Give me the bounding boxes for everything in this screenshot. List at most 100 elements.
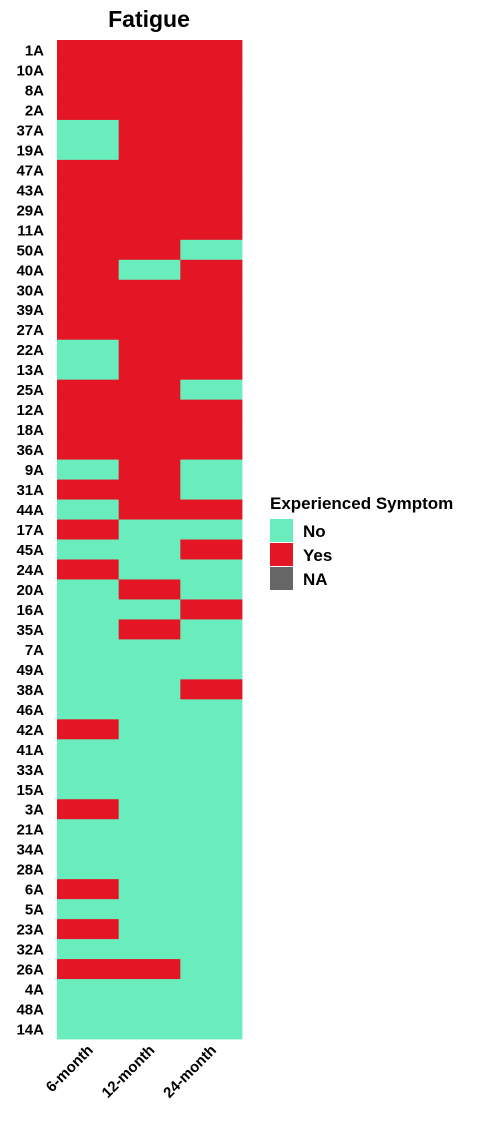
row-label: 27A bbox=[16, 322, 44, 339]
heatmap-cell bbox=[118, 339, 181, 361]
row-label: 13A bbox=[16, 362, 44, 379]
heatmap-cell bbox=[57, 279, 120, 301]
heatmap-cell bbox=[57, 879, 120, 900]
row-label: 48A bbox=[16, 1002, 44, 1019]
heatmap-cell bbox=[57, 639, 120, 660]
heatmap-cell bbox=[180, 439, 243, 460]
legend-label-no: No bbox=[303, 522, 326, 541]
heatmap-cell bbox=[57, 119, 120, 141]
row-label: 6A bbox=[25, 882, 44, 899]
heatmap-cell bbox=[118, 199, 181, 221]
row-label: 22A bbox=[16, 342, 44, 359]
heatmap-cell bbox=[118, 159, 181, 181]
heatmap-cell bbox=[118, 419, 181, 440]
heatmap-cell bbox=[57, 399, 120, 421]
heatmap-cell bbox=[118, 579, 181, 600]
heatmap-cell bbox=[118, 639, 181, 660]
heatmap-cell bbox=[180, 79, 243, 101]
row-label: 29A bbox=[16, 202, 44, 219]
heatmap-cell bbox=[180, 199, 243, 221]
legend-label-na: NA bbox=[303, 570, 328, 589]
heatmap-cell bbox=[180, 479, 243, 500]
heatmap-cell bbox=[180, 239, 243, 261]
heatmap-cell bbox=[118, 939, 181, 960]
heatmap-cell bbox=[118, 979, 181, 1000]
column-label: 24-month bbox=[160, 1042, 220, 1102]
heatmap-cell bbox=[57, 999, 120, 1020]
heatmap-cell bbox=[180, 379, 243, 401]
row-label: 19A bbox=[16, 142, 44, 159]
heatmap-cell bbox=[180, 939, 243, 960]
heatmap-cell bbox=[118, 499, 181, 520]
heatmap-cell bbox=[180, 519, 243, 540]
row-label: 9A bbox=[25, 462, 44, 479]
heatmap-cell bbox=[57, 779, 120, 800]
heatmap-cell bbox=[57, 559, 120, 580]
heatmap-cell bbox=[180, 879, 243, 900]
heatmap-cell bbox=[118, 40, 181, 61]
heatmap-cell bbox=[118, 59, 181, 81]
row-label: 45A bbox=[16, 542, 44, 559]
row-label: 11A bbox=[17, 222, 44, 239]
heatmap-cell bbox=[118, 379, 181, 401]
heatmap-cell bbox=[180, 719, 243, 740]
heatmap-cell bbox=[118, 99, 181, 121]
heatmap-cell bbox=[118, 399, 181, 421]
heatmap-cell bbox=[118, 819, 181, 840]
heatmap-cell bbox=[57, 899, 120, 920]
row-label: 37A bbox=[16, 122, 44, 139]
heatmap-cell bbox=[118, 739, 181, 760]
row-label: 26A bbox=[16, 962, 44, 979]
heatmap-cell bbox=[57, 79, 120, 101]
heatmap-cell bbox=[118, 659, 181, 680]
heatmap-cell bbox=[180, 159, 243, 181]
row-label: 12A bbox=[16, 402, 44, 419]
heatmap-cell bbox=[180, 179, 243, 201]
legend-label-yes: Yes bbox=[303, 546, 332, 565]
heatmap-cell bbox=[180, 579, 243, 600]
heatmap-cell bbox=[57, 239, 120, 261]
row-label: 39A bbox=[16, 302, 44, 319]
legend-swatch-no bbox=[270, 519, 293, 542]
row-label: 50A bbox=[16, 242, 44, 259]
row-labels: 1A 10A 8A 2A 37A 19A 47A 43A 29A 11A 50A 40A 30A 39A 2… bbox=[16, 42, 44, 1038]
heatmap-cell bbox=[57, 699, 120, 720]
heatmap-cell bbox=[57, 179, 120, 201]
row-label: 17A bbox=[16, 522, 44, 539]
heatmap-cell bbox=[180, 59, 243, 81]
heatmap-cell bbox=[57, 139, 120, 161]
heatmap-cell bbox=[118, 699, 181, 720]
row-label: 35A bbox=[16, 622, 44, 639]
heatmap-cell bbox=[180, 919, 243, 940]
heatmap-cell bbox=[118, 179, 181, 201]
row-label: 15A bbox=[16, 782, 44, 799]
row-label: 30A bbox=[16, 282, 44, 299]
heatmap-cell bbox=[118, 719, 181, 740]
heatmap-cell bbox=[180, 459, 243, 480]
heatmap-cell bbox=[118, 359, 181, 381]
row-label: 41A bbox=[16, 742, 44, 759]
row-label: 49A bbox=[16, 662, 44, 679]
row-label: 38A bbox=[16, 682, 44, 699]
row-label: 23A bbox=[16, 922, 44, 939]
heatmap-cell bbox=[180, 899, 243, 920]
heatmap-cell bbox=[118, 139, 181, 161]
heatmap-cell bbox=[57, 439, 120, 460]
heatmap-cell bbox=[118, 519, 181, 540]
row-label: 2A bbox=[25, 102, 44, 119]
heatmap-cell bbox=[118, 779, 181, 800]
row-label: 7A bbox=[25, 642, 44, 659]
heatmap-cell bbox=[118, 879, 181, 900]
column-labels: 6-month 12-month 24-month bbox=[43, 1042, 220, 1102]
heatmap-cell bbox=[57, 339, 120, 361]
heatmap-cell bbox=[180, 819, 243, 840]
heatmap-cell bbox=[118, 559, 181, 580]
heatmap-cell bbox=[118, 239, 181, 261]
heatmap-cell bbox=[57, 659, 120, 680]
heatmap-cell bbox=[57, 799, 120, 820]
row-label: 32A bbox=[16, 942, 44, 959]
heatmap-cell bbox=[57, 379, 120, 401]
heatmap-cell bbox=[180, 539, 243, 560]
heatmap-cell bbox=[118, 959, 181, 980]
